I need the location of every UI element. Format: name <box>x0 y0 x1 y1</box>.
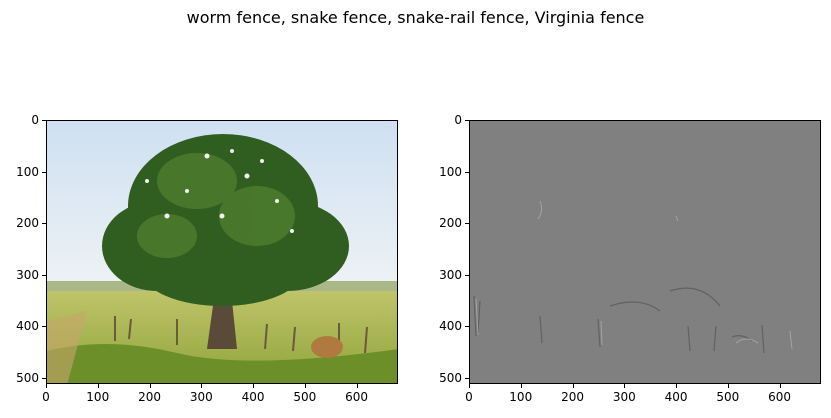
saliency-map <box>470 121 820 383</box>
y-tick-label: 400 <box>439 319 462 334</box>
tree-photo <box>47 121 397 383</box>
x-tick-label: 500 <box>293 390 317 404</box>
x-tick <box>356 384 358 388</box>
y-tick-label: 500 <box>16 370 39 385</box>
y-tick-label: 0 <box>31 113 39 127</box>
photo-panel: 0 100 200 300 400 500 600 0 100 200 300 400 500 <box>16 113 398 404</box>
y-tick <box>42 223 46 225</box>
x-tick-label: 400 <box>664 390 688 404</box>
saliency-panel: 0 100 200 300 400 500 600 0 100 200 300 400 500 <box>439 113 821 404</box>
x-tick-label: 200 <box>138 390 161 404</box>
x-tick <box>572 384 574 388</box>
x-tick <box>97 384 99 388</box>
x-tick-label: 300 <box>189 390 213 404</box>
x-tick-label: 500 <box>716 390 740 404</box>
y-tick <box>465 171 469 173</box>
x-tick-label: 0 <box>465 390 473 404</box>
x-tick <box>201 384 203 388</box>
y-tick <box>42 120 46 121</box>
x-tick <box>727 384 729 388</box>
y-tick-label: 500 <box>439 370 462 385</box>
x-tick <box>46 384 47 388</box>
y-tick <box>42 326 46 328</box>
y-tick <box>42 274 46 276</box>
x-tick-label: 200 <box>561 390 584 404</box>
y-tick-label: 200 <box>439 216 462 231</box>
x-tick-label: 300 <box>612 390 636 404</box>
y-tick-label: 100 <box>439 164 462 179</box>
x-tick-label: 100 <box>509 390 533 404</box>
y-tick-label: 400 <box>16 319 39 334</box>
saliency-image <box>469 120 821 384</box>
x-tick-label: 0 <box>42 390 50 404</box>
x-tick <box>676 384 678 388</box>
y-tick-label: 200 <box>16 216 39 231</box>
y-tick <box>465 326 469 328</box>
y-tick-label: 300 <box>16 267 39 282</box>
x-tick <box>520 384 522 388</box>
x-tick-label: 600 <box>345 390 369 404</box>
x-tick <box>149 384 151 388</box>
x-tick <box>624 384 626 388</box>
x-tick <box>469 384 470 388</box>
x-tick-label: 600 <box>768 390 792 404</box>
x-tick-label: 100 <box>86 390 110 404</box>
x-tick <box>779 384 781 388</box>
y-tick <box>465 274 469 276</box>
figure-title: worm fence, snake fence, snake-rail fenc… <box>186 8 645 27</box>
y-tick <box>465 120 469 121</box>
y-tick-label: 0 <box>454 113 462 127</box>
y-tick <box>42 377 46 379</box>
y-tick <box>465 223 469 225</box>
x-tick-label: 400 <box>241 390 265 404</box>
y-tick-label: 300 <box>439 267 462 282</box>
photo-image <box>46 120 398 384</box>
y-tick <box>465 377 469 379</box>
y-tick <box>42 171 46 173</box>
x-tick <box>253 384 255 388</box>
x-tick <box>304 384 306 388</box>
y-tick-label: 100 <box>16 164 39 179</box>
